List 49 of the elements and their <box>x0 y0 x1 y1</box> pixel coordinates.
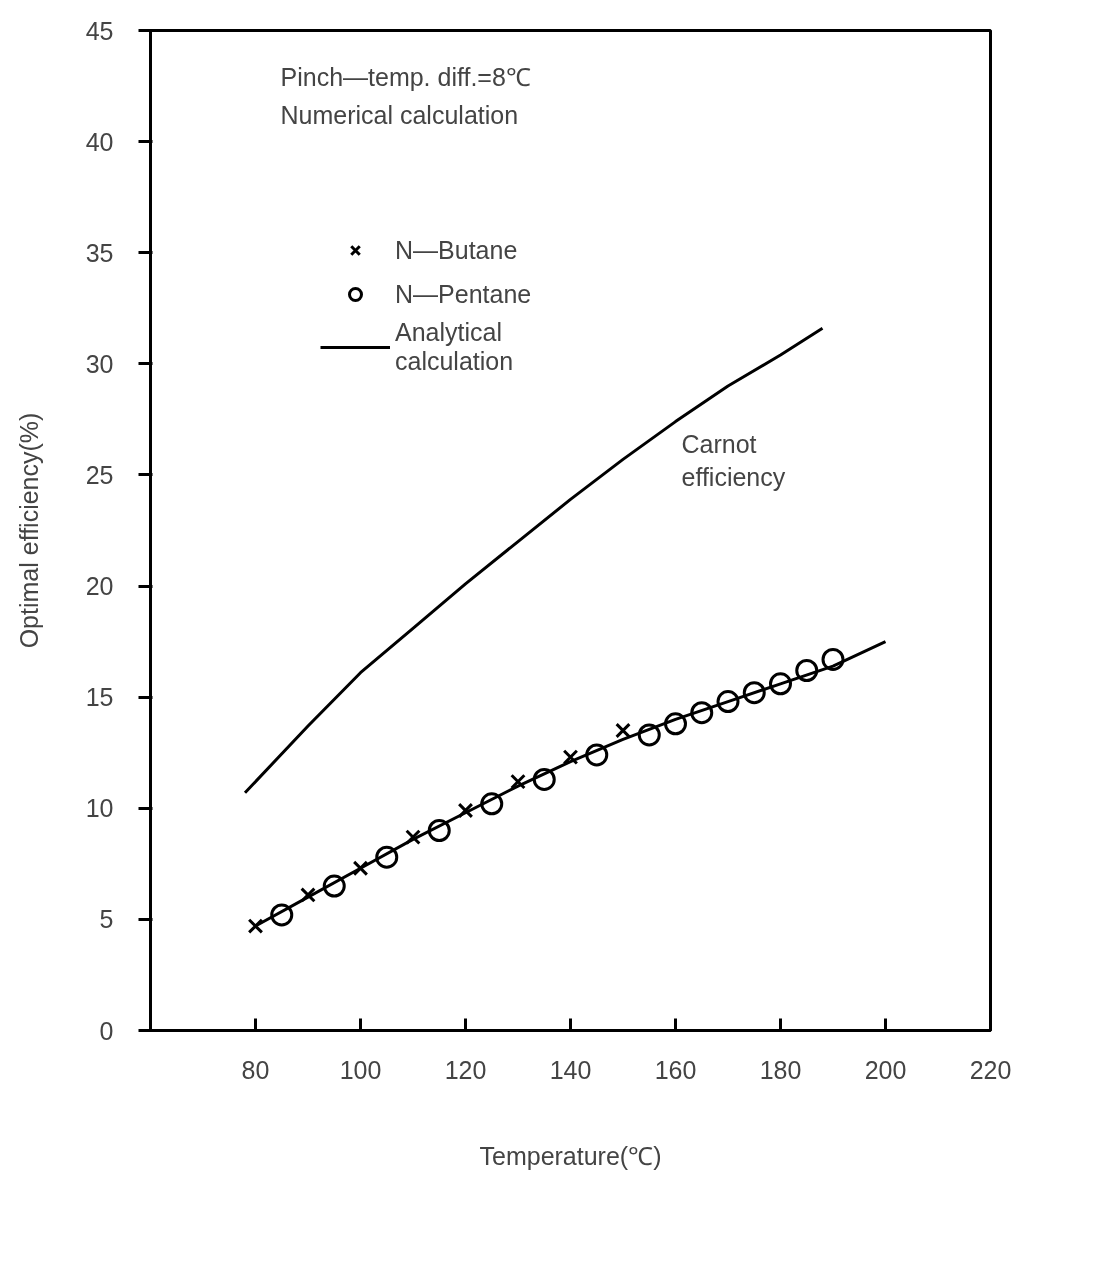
x-tick-label: 220 <box>969 1055 1012 1084</box>
x-tick-label: 120 <box>444 1055 487 1084</box>
point <box>300 887 316 903</box>
y-tick-label: 15 <box>85 683 114 712</box>
y-tick-label: 0 <box>99 1016 114 1045</box>
point <box>270 903 294 927</box>
x-tick-label: 100 <box>339 1055 382 1084</box>
point <box>664 712 687 736</box>
point <box>480 792 504 816</box>
point <box>742 681 766 705</box>
point <box>352 860 369 877</box>
point <box>690 701 714 725</box>
annotation: Numerical calculation <box>280 100 519 129</box>
legend-label: Analytical calculation <box>395 318 514 376</box>
point <box>405 829 421 846</box>
point <box>562 749 579 766</box>
y-tick-label: 45 <box>85 16 114 45</box>
x-axis-title: Temperature(℃) <box>479 1141 662 1170</box>
point <box>322 874 346 898</box>
annotation: Pinch—temp. diff.=8℃ <box>280 62 531 91</box>
point <box>375 845 399 869</box>
point <box>510 773 526 790</box>
point <box>532 767 556 791</box>
legend-label: N—Butane <box>395 234 518 266</box>
point <box>637 723 661 747</box>
point <box>457 802 474 819</box>
y-axis-title: Optimal efficiency(%) <box>14 412 43 649</box>
annotation: Carnot efficiency <box>681 429 786 492</box>
y-tick-label: 10 <box>85 794 114 823</box>
x-tick-label: 180 <box>759 1055 802 1084</box>
point <box>427 819 451 842</box>
point <box>716 690 740 714</box>
point <box>615 722 631 739</box>
x-tick-label: 200 <box>864 1055 907 1084</box>
y-tick-label: 5 <box>99 905 114 934</box>
legend-label: N—Pentane <box>395 278 532 310</box>
y-tick-label: 20 <box>85 572 114 601</box>
x-tick-label: 140 <box>549 1055 592 1084</box>
y-tick-label: 30 <box>85 349 114 378</box>
x-tick-label: 160 <box>654 1055 697 1084</box>
point <box>795 659 819 682</box>
point <box>247 918 264 934</box>
y-tick-label: 40 <box>85 127 114 156</box>
y-tick-label: 35 <box>85 238 114 267</box>
y-tick-label: 25 <box>85 460 114 489</box>
point <box>585 743 609 767</box>
point <box>769 672 792 696</box>
point <box>821 647 845 671</box>
x-tick-label: 80 <box>241 1055 270 1084</box>
